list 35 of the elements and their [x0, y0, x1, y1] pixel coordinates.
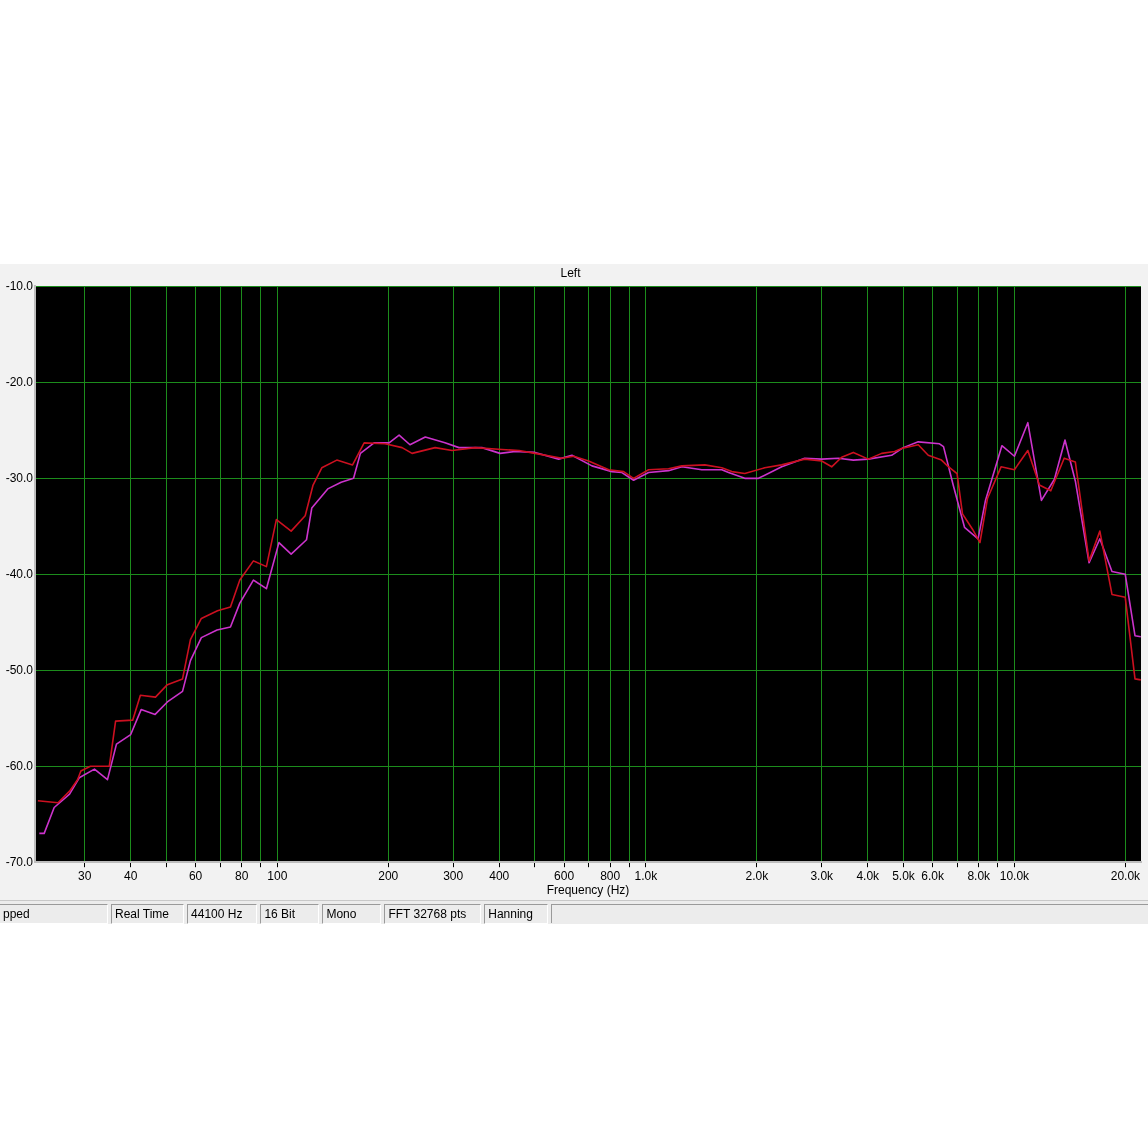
x-tick-label: 40: [124, 868, 138, 883]
x-axis-title: Frequency (Hz): [546, 883, 630, 898]
x-tick-label: 300: [443, 868, 464, 883]
y-tick-label: -10.0: [5, 278, 34, 293]
y-tick-label: -40.0: [5, 566, 34, 581]
text: pped: [0, 903, 108, 924]
y-tick-label: -70.0: [5, 854, 34, 869]
x-tick-label: 200: [378, 868, 399, 883]
x-tick-label: 1.0k: [634, 868, 659, 883]
text: FFT 32768 pts: [384, 903, 482, 924]
x-tick-label: 3.0k: [810, 868, 835, 883]
x-tick-label: 20.0k: [1110, 868, 1142, 883]
x-tick-label: 2.0k: [745, 868, 770, 883]
x-tick-label: 400: [489, 868, 510, 883]
text: Hanning: [484, 903, 548, 924]
x-tick-label: 8.0k: [967, 868, 992, 883]
text: 44100 Hz: [187, 903, 258, 924]
x-tick-label: 30: [77, 868, 92, 883]
text: Mono: [322, 903, 382, 924]
text: Real Time: [111, 903, 185, 924]
x-tick-label: 600: [554, 868, 575, 883]
x-tick-label: 6.0k: [921, 868, 946, 883]
x-tick-label: 80: [234, 868, 249, 883]
x-tick-label: 5.0k: [892, 868, 916, 883]
y-tick-label: -30.0: [5, 470, 34, 485]
x-tick-label: 800: [600, 868, 621, 883]
x-tick-label: 60: [188, 868, 203, 883]
y-tick-label: -20.0: [5, 374, 34, 389]
text: 16 Bit: [260, 903, 320, 924]
y-tick-label: -50.0: [5, 662, 34, 677]
x-tick-label: 10.0k: [999, 868, 1031, 883]
chart-title: Left: [560, 265, 582, 280]
y-tick-label: -60.0: [5, 758, 34, 773]
x-tick-label: 100: [267, 868, 288, 883]
x-tick-label: 4.0k: [856, 868, 881, 883]
